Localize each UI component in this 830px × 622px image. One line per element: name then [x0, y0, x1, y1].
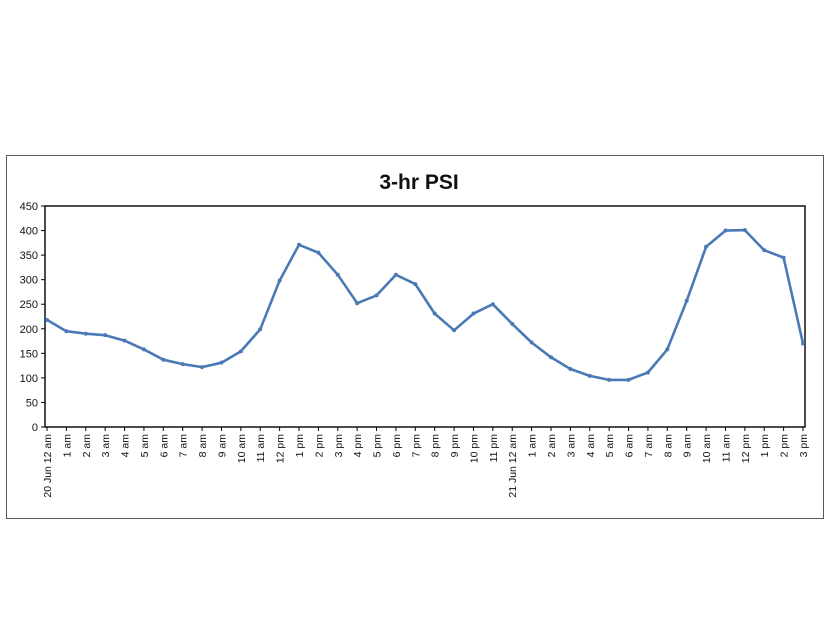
data-point [335, 272, 340, 277]
y-tick-label: 0 [32, 422, 38, 434]
data-point [200, 365, 205, 370]
x-tick-label: 11 am [720, 434, 732, 463]
y-tick-label: 250 [20, 299, 38, 311]
x-tick-label: 8 am [197, 434, 209, 458]
data-point [258, 327, 263, 332]
x-tick-label: 7 pm [410, 434, 422, 458]
x-tick-label: 6 am [624, 434, 636, 458]
x-tick-label: 8 am [662, 434, 674, 458]
x-tick-label: 4 am [120, 434, 132, 458]
data-point [626, 377, 631, 382]
data-point [510, 321, 515, 326]
y-tick-label: 450 [20, 201, 38, 213]
x-tick-label: 1 pm [294, 434, 306, 458]
data-point [374, 293, 379, 298]
data-point [452, 328, 457, 333]
data-point [762, 248, 767, 253]
x-tick-label: 2 pm [779, 434, 791, 458]
x-tick-label: 1 pm [759, 434, 771, 458]
x-tick-label: 9 am [682, 434, 694, 458]
data-point [219, 360, 224, 365]
x-tick-label: 6 pm [391, 434, 403, 458]
data-point [704, 244, 709, 249]
chart-title: 3-hr PSI [379, 171, 458, 194]
y-tick-label: 50 [26, 397, 38, 409]
data-point [432, 311, 437, 316]
x-tick-label: 11 am [255, 434, 267, 463]
x-tick-label: 4 am [585, 434, 597, 458]
x-tick-label: 1 am [61, 434, 73, 458]
x-tick-label: 10 pm [468, 434, 480, 463]
data-point [64, 329, 69, 334]
y-tick-label: 150 [20, 348, 38, 360]
data-point [393, 272, 398, 277]
x-tick-label: 1 am [527, 434, 539, 458]
y-tick-label: 100 [20, 373, 38, 385]
data-point [684, 298, 689, 303]
data-point [413, 282, 418, 287]
y-axis: 0 50 100 150 200 250 300 350 400 450 [20, 201, 45, 434]
data-point [141, 347, 146, 352]
data-point [471, 311, 476, 316]
x-tick-label: 20 Jun 12 am [42, 434, 54, 498]
x-tick-label: 5 pm [372, 434, 384, 458]
x-tick-label: 11 pm [488, 434, 500, 463]
x-tick-label: 3 pm [333, 434, 345, 458]
data-point [180, 362, 185, 367]
x-tick-label: 3 am [565, 434, 577, 458]
x-tick-label: 3 am [100, 434, 112, 458]
series-line [45, 228, 805, 382]
x-tick-label: 2 am [546, 434, 558, 458]
data-point [645, 370, 650, 375]
data-point [742, 228, 747, 233]
x-tick-label: 2 pm [313, 434, 325, 458]
x-tick-label: 7 am [643, 434, 655, 458]
data-point [568, 367, 573, 372]
data-point [490, 302, 495, 307]
x-tick-label: 4 pm [352, 434, 364, 458]
chart-frame: 3-hr PSI 0 50 100 150 200 250 300 350 400 450 20 … [6, 155, 824, 519]
x-tick-label: 21 Jun 12 am [507, 434, 519, 498]
data-point [587, 373, 592, 378]
x-tick-label: 9 pm [449, 434, 461, 458]
data-point [316, 250, 321, 255]
series-group [45, 228, 805, 382]
x-tick-label: 10 am [236, 434, 248, 463]
psi-line-chart: 3-hr PSI 0 50 100 150 200 250 300 350 400 450 20 … [20, 171, 810, 498]
data-point [83, 331, 88, 336]
data-point [277, 278, 282, 283]
y-tick-label: 300 [20, 275, 38, 287]
x-tick-label: 2 am [81, 434, 93, 458]
x-tick-label: 7 am [178, 434, 190, 458]
data-point [122, 338, 127, 343]
data-point [355, 301, 360, 306]
data-point [549, 355, 553, 360]
data-point [103, 333, 108, 338]
x-tick-label: 3 pm [798, 434, 810, 458]
data-point [45, 317, 49, 322]
data-point [297, 242, 301, 247]
x-tick-label: 8 pm [430, 434, 442, 458]
data-point [529, 340, 534, 345]
x-axis: 20 Jun 12 am 1 am 2 am 3 am 4 am 5 am 6 am 7 am… [42, 427, 810, 498]
y-tick-label: 350 [20, 250, 38, 262]
data-point [238, 349, 243, 354]
y-tick-label: 400 [20, 226, 38, 238]
data-point [161, 357, 166, 362]
data-point [665, 347, 670, 352]
x-tick-label: 10 am [701, 434, 713, 463]
y-tick-label: 200 [20, 324, 38, 336]
data-point [801, 341, 805, 346]
plot-area [44, 205, 806, 428]
data-point [723, 228, 728, 233]
x-tick-label: 5 am [139, 434, 151, 458]
x-tick-label: 9 am [216, 434, 228, 458]
x-tick-label: 12 pm [275, 434, 287, 463]
x-tick-label: 6 am [158, 434, 170, 458]
data-point [781, 255, 786, 260]
data-point [607, 377, 612, 382]
x-tick-label: 12 pm [740, 434, 752, 463]
x-tick-label: 5 am [604, 434, 616, 458]
